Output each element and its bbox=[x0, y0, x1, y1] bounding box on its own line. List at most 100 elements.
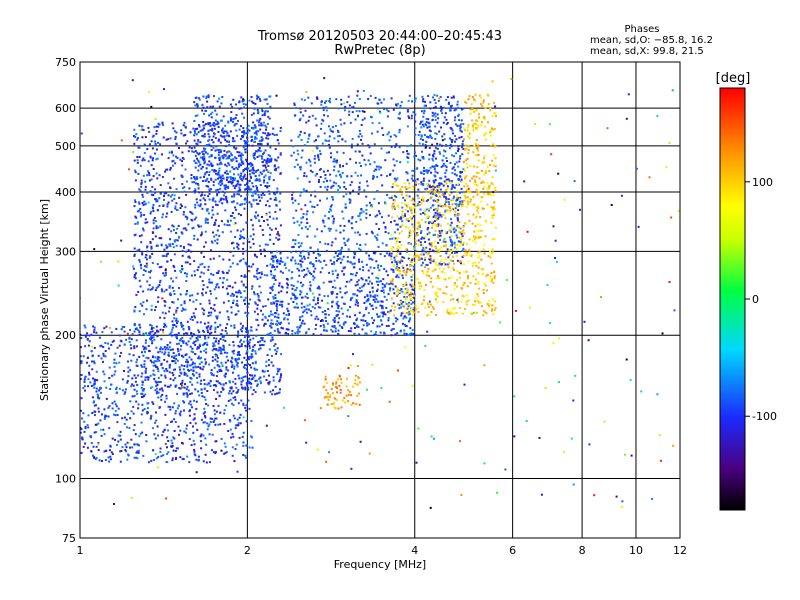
data-point bbox=[436, 142, 439, 145]
data-point bbox=[401, 220, 404, 223]
data-point bbox=[232, 98, 235, 101]
data-point bbox=[202, 120, 205, 123]
data-point bbox=[223, 374, 226, 377]
data-point bbox=[322, 180, 325, 183]
data-point bbox=[243, 106, 245, 109]
data-point bbox=[409, 283, 412, 286]
data-point bbox=[98, 397, 101, 400]
data-point bbox=[377, 266, 380, 269]
data-point bbox=[395, 275, 398, 278]
data-point bbox=[251, 393, 254, 396]
data-point bbox=[395, 195, 398, 198]
data-point bbox=[214, 156, 217, 159]
data-point bbox=[440, 224, 442, 227]
data-point bbox=[256, 119, 259, 122]
data-point bbox=[187, 361, 189, 364]
data-point bbox=[358, 161, 361, 164]
data-point bbox=[187, 249, 190, 252]
data-point bbox=[360, 124, 363, 126]
data-point bbox=[196, 269, 199, 271]
data-point bbox=[143, 408, 146, 411]
data-point bbox=[258, 299, 261, 302]
data-point bbox=[183, 386, 186, 389]
data-point bbox=[109, 388, 112, 390]
data-point bbox=[458, 160, 461, 163]
data-point bbox=[395, 223, 398, 226]
data-point bbox=[143, 269, 145, 271]
data-point bbox=[357, 304, 359, 307]
data-point bbox=[281, 300, 284, 303]
data-point bbox=[147, 376, 150, 379]
data-point bbox=[187, 340, 190, 343]
data-point bbox=[404, 323, 406, 326]
data-point bbox=[198, 125, 201, 128]
data-point bbox=[406, 179, 409, 182]
data-point bbox=[385, 325, 388, 327]
data-point bbox=[358, 214, 361, 217]
data-point bbox=[103, 408, 106, 411]
data-point bbox=[257, 295, 260, 298]
data-point bbox=[170, 355, 173, 358]
data-point bbox=[149, 337, 151, 340]
data-point bbox=[333, 217, 335, 220]
data-point bbox=[232, 137, 235, 140]
data-point bbox=[369, 280, 371, 283]
data-point bbox=[95, 390, 98, 393]
data-point bbox=[161, 290, 163, 293]
data-point bbox=[300, 217, 303, 220]
data-point bbox=[141, 395, 144, 398]
data-point bbox=[461, 249, 464, 252]
data-point bbox=[114, 403, 117, 406]
data-point bbox=[270, 303, 273, 305]
data-point bbox=[261, 110, 264, 113]
data-point bbox=[224, 452, 227, 455]
data-point bbox=[395, 160, 398, 163]
data-point bbox=[240, 383, 243, 386]
data-point bbox=[342, 237, 345, 240]
data-point bbox=[233, 324, 236, 327]
data-point bbox=[419, 138, 422, 140]
data-point bbox=[190, 177, 193, 180]
data-point bbox=[261, 157, 263, 160]
data-point bbox=[353, 253, 356, 256]
data-point bbox=[403, 315, 406, 318]
data-point bbox=[243, 356, 246, 359]
data-point bbox=[211, 129, 214, 132]
data-point bbox=[158, 359, 161, 362]
data-point bbox=[250, 386, 252, 389]
data-point bbox=[266, 319, 269, 322]
data-point bbox=[166, 453, 169, 455]
data-point bbox=[350, 297, 353, 300]
data-point bbox=[183, 409, 185, 412]
data-point bbox=[182, 400, 185, 403]
data-point bbox=[142, 301, 145, 304]
data-point bbox=[351, 217, 354, 220]
data-point bbox=[242, 176, 245, 178]
data-point bbox=[368, 291, 371, 294]
data-point bbox=[203, 322, 206, 325]
data-point bbox=[83, 420, 86, 423]
data-point bbox=[219, 184, 222, 187]
data-point bbox=[184, 227, 187, 230]
data-point bbox=[159, 381, 162, 383]
data-point bbox=[420, 126, 423, 129]
data-point bbox=[277, 259, 280, 262]
data-point bbox=[197, 159, 200, 162]
data-point bbox=[493, 201, 496, 204]
data-point bbox=[193, 399, 195, 402]
data-point bbox=[244, 388, 247, 391]
data-point bbox=[335, 174, 338, 177]
data-point bbox=[184, 261, 187, 264]
data-point bbox=[164, 170, 167, 173]
data-point bbox=[179, 207, 182, 209]
data-point bbox=[390, 97, 393, 100]
data-point bbox=[474, 241, 477, 244]
data-point bbox=[138, 259, 141, 262]
data-point bbox=[147, 170, 150, 173]
data-point bbox=[252, 376, 255, 379]
data-point bbox=[270, 273, 273, 276]
data-point bbox=[275, 323, 277, 326]
data-point bbox=[271, 334, 274, 337]
data-point bbox=[283, 318, 286, 321]
data-point bbox=[395, 320, 398, 323]
